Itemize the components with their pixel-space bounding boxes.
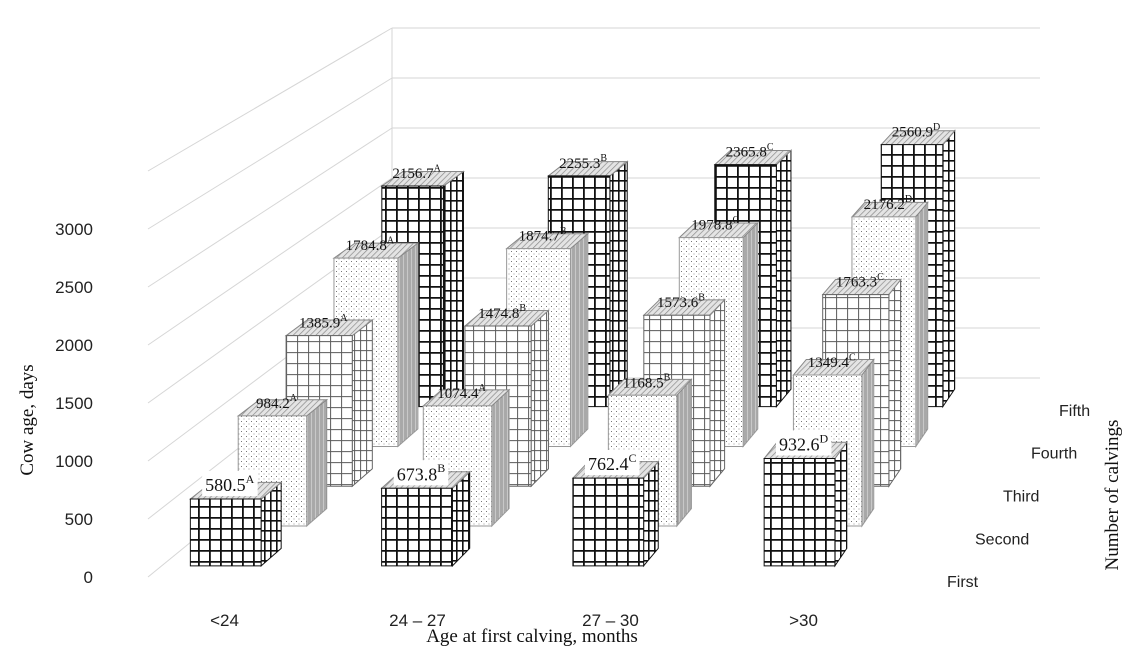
bar bbox=[763, 440, 848, 568]
data-labels: 2156.7A 2255.3B 2365.8C 2560.9D 1784.8A 1874.… bbox=[202, 122, 940, 497]
gridline-side bbox=[147, 127, 393, 288]
bar-side bbox=[442, 170, 464, 408]
bar-side bbox=[834, 440, 848, 568]
y-tick-label: 0 bbox=[84, 568, 93, 587]
series-axis-labels: First Second Third Fourth Fifth bbox=[947, 403, 1090, 591]
gridline-side bbox=[147, 177, 393, 346]
x-tick-label: 24 – 27 bbox=[389, 611, 446, 630]
data-label-box bbox=[585, 450, 640, 476]
bar-front bbox=[763, 458, 836, 567]
data-label: 1784.8A bbox=[346, 235, 395, 254]
bar-side bbox=[775, 149, 792, 409]
series-tick-label: Fifth bbox=[1059, 403, 1090, 420]
data-label: 1573.6B bbox=[657, 292, 705, 311]
y-tick-label: 3000 bbox=[55, 220, 93, 239]
gridline-side bbox=[147, 77, 393, 230]
y-tick-label: 1000 bbox=[55, 452, 93, 471]
data-label: 932.6D bbox=[779, 431, 829, 454]
data-label: 984.2A bbox=[256, 393, 298, 412]
gridline-side bbox=[147, 27, 393, 172]
bar-side bbox=[709, 298, 726, 488]
y-tick-label: 2000 bbox=[55, 336, 93, 355]
series-tick-label: First bbox=[947, 574, 979, 591]
bar-side bbox=[742, 221, 759, 448]
data-label: 1874.7B bbox=[519, 226, 567, 245]
x-axis-ticks: <24 24 – 27 27 – 30 >30 bbox=[210, 611, 818, 630]
bar-side bbox=[306, 398, 328, 528]
bar-front bbox=[572, 477, 645, 567]
data-label: 1074.4A bbox=[437, 383, 486, 402]
data-label: 2156.7A bbox=[392, 163, 441, 182]
bar-front bbox=[189, 498, 262, 567]
bar-side bbox=[570, 232, 589, 448]
bar-side bbox=[397, 242, 419, 448]
data-label: 1474.8B bbox=[478, 303, 526, 322]
y-tick-label: 2500 bbox=[55, 278, 93, 297]
data-label-box bbox=[202, 470, 258, 497]
y-axis-ticks: 0 500 1000 1500 2000 2500 3000 bbox=[55, 220, 93, 587]
y-tick-label: 1500 bbox=[55, 394, 93, 413]
data-label: 762.4C bbox=[588, 451, 637, 474]
y-axis-title: Cow age, days bbox=[17, 364, 38, 475]
data-label: 1349.4C bbox=[808, 352, 856, 371]
data-label: 2365.8C bbox=[726, 142, 774, 161]
bar-side bbox=[609, 160, 628, 408]
series-axis-title: Number of calvings bbox=[1102, 420, 1123, 571]
data-label: 1978.8C bbox=[691, 215, 739, 234]
x-tick-label: <24 bbox=[210, 611, 239, 630]
bar-side bbox=[676, 378, 692, 528]
data-label: 673.8B bbox=[397, 461, 446, 484]
bar-side bbox=[942, 129, 956, 409]
data-label: 580.5A bbox=[205, 472, 254, 495]
data-label: 2176.2D bbox=[864, 194, 912, 213]
bar-side bbox=[530, 309, 549, 488]
series-tick-label: Fourth bbox=[1031, 446, 1077, 463]
bar bbox=[380, 470, 471, 568]
bar-side bbox=[351, 319, 373, 488]
x-axis-title: Age at first calving, months bbox=[426, 626, 638, 647]
bar bbox=[571, 460, 660, 568]
series-tick-label: Second bbox=[975, 531, 1029, 548]
data-label: 2255.3B bbox=[559, 153, 607, 172]
data-label-box bbox=[775, 430, 832, 456]
x-tick-label: >30 bbox=[789, 611, 818, 630]
x-tick-label: 27 – 30 bbox=[582, 611, 639, 630]
bar-side bbox=[491, 388, 510, 528]
data-label: 1385.9A bbox=[299, 313, 348, 332]
bar-side bbox=[888, 278, 902, 488]
bars bbox=[188, 129, 956, 568]
bar-side bbox=[643, 460, 659, 568]
data-label: 1168.5B bbox=[623, 373, 671, 392]
y-tick-label: 500 bbox=[65, 510, 93, 529]
bar-side bbox=[915, 201, 929, 449]
series-tick-label: Third bbox=[1003, 489, 1039, 506]
bar-side bbox=[861, 357, 875, 528]
data-label: 2560.9D bbox=[892, 122, 940, 141]
data-label: 1763.3C bbox=[836, 272, 884, 291]
bar-front bbox=[381, 487, 453, 567]
data-label-box bbox=[393, 460, 449, 486]
